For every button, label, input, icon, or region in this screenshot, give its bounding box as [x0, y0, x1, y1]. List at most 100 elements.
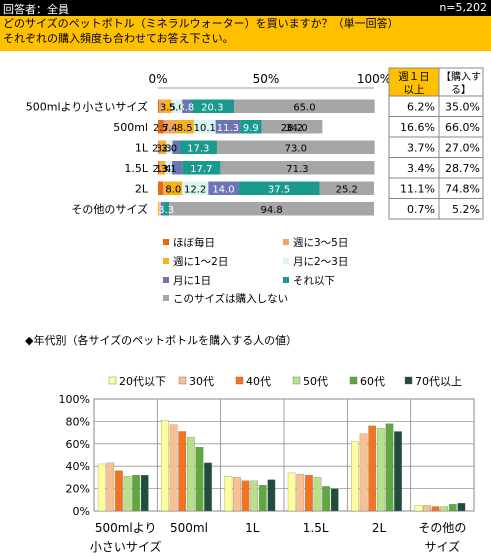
- column-bar: [195, 447, 204, 512]
- column-bar: [97, 463, 106, 512]
- bar-segment: [169, 202, 374, 216]
- bar-segment: [208, 181, 239, 195]
- bar-segment: [161, 161, 166, 175]
- column-bar: [394, 431, 402, 512]
- table-header-label: る】: [451, 84, 471, 96]
- data-label: 9.9: [243, 123, 259, 134]
- legend-swatch: [349, 376, 358, 385]
- legend-label: 月に2～3日: [293, 256, 348, 268]
- bar-segment: [159, 99, 165, 113]
- column-bar: [258, 485, 267, 512]
- category-label: サイズ: [425, 539, 461, 554]
- table-header-label: 週１日: [398, 71, 430, 83]
- category-label: 2L: [372, 521, 387, 535]
- sample-size: n=5,202: [439, 1, 487, 14]
- category-label: 500mlより小さいサイズ: [26, 99, 148, 113]
- y-tick-label: 40%: [66, 460, 90, 473]
- legend-swatch: [283, 239, 289, 245]
- legend-swatch: [235, 376, 244, 385]
- table-value: 3.4%: [407, 162, 435, 175]
- bar-segment: [179, 140, 217, 154]
- data-label: 3.3: [156, 143, 172, 154]
- legend-swatch: [163, 295, 169, 301]
- category-label: 500mlより: [95, 521, 157, 535]
- legend-swatch: [163, 277, 169, 283]
- category-label: 500ml: [113, 121, 148, 134]
- legend-swatch: [163, 258, 169, 264]
- bar-segment: [159, 161, 162, 175]
- bar-segment: [238, 181, 320, 195]
- question-box: どのサイズのペットボトル（ミネラルウォーター）を買いますか？（単一回答） それぞ…: [0, 16, 491, 51]
- legend-label: それ以下: [293, 275, 335, 287]
- category-label: 1.5L: [124, 162, 148, 175]
- bar-segment: [164, 181, 182, 195]
- data-label: 73.0: [285, 143, 307, 154]
- bar-segment: [172, 140, 180, 154]
- bar-segment: [158, 161, 160, 175]
- category-label: 1L: [245, 521, 260, 535]
- column-bar: [233, 477, 241, 512]
- bar-segment: [159, 202, 161, 216]
- bar-segment: [161, 140, 166, 154]
- data-label: 34.0: [285, 123, 307, 134]
- legend-label: 20代以下: [119, 375, 166, 388]
- y-tick-label: 80%: [66, 415, 90, 428]
- bar-segment: [158, 181, 163, 195]
- bar-segment: [163, 202, 170, 216]
- bar-segment: [175, 120, 194, 134]
- legend-label: 週に3～5日: [293, 237, 348, 249]
- column-bar: [140, 475, 149, 512]
- question-line-2: それぞれの購入頻度も合わせてお答え下さい。: [3, 32, 234, 45]
- data-label: 17.3: [187, 143, 209, 154]
- legend-label: 50代: [303, 375, 328, 388]
- bar-segment: [172, 161, 183, 175]
- bar-segment: [182, 99, 191, 113]
- column-bar: [359, 433, 368, 512]
- column-bar: [351, 441, 359, 512]
- column-bar: [414, 505, 423, 512]
- table-header-label: 【購入す: [441, 70, 481, 83]
- bar-segment: [261, 120, 323, 134]
- category-label: 1.5L: [303, 521, 329, 535]
- bar-segment: [158, 202, 160, 216]
- data-label: 94.8: [260, 205, 282, 216]
- column-bar: [178, 431, 187, 512]
- bar-segment: [181, 181, 209, 195]
- table-value: 16.6%: [400, 121, 435, 134]
- bar-segment: [234, 99, 375, 113]
- column-bar: [330, 488, 339, 512]
- column-bar: [250, 480, 259, 512]
- legend-swatch: [292, 376, 301, 385]
- table-value: 11.1%: [400, 182, 435, 195]
- table-value: 0.7%: [407, 203, 435, 216]
- column-bar: [305, 475, 313, 512]
- table-value: 27.0%: [445, 141, 480, 154]
- data-label: 2.2: [152, 143, 168, 154]
- table-cell: [438, 198, 484, 220]
- column-bar: [431, 506, 440, 512]
- data-label: 65.0: [293, 102, 315, 113]
- column-bar: [448, 504, 457, 512]
- bar-segment: [160, 202, 164, 216]
- table-value: 74.8%: [445, 182, 480, 195]
- bar-segment: [158, 120, 164, 134]
- table-value: 5.2%: [452, 203, 480, 216]
- data-label: 8.0: [165, 184, 181, 195]
- y-tick-label: 20%: [66, 483, 90, 496]
- x-tick-label: 50%: [253, 72, 280, 86]
- bar-segment: [193, 120, 216, 134]
- legend-swatch: [108, 376, 117, 385]
- column-bar: [224, 476, 233, 512]
- data-label: 12.2: [184, 184, 206, 195]
- column-bar: [376, 427, 385, 512]
- data-label: 5.0: [169, 102, 185, 113]
- category-label: その他のサイズ: [71, 202, 148, 216]
- column-bar: [296, 473, 305, 512]
- data-label: 20.3: [201, 102, 223, 113]
- data-label: 25.2: [336, 184, 358, 195]
- x-tick-label: 100%: [357, 72, 391, 86]
- column-bar: [287, 472, 296, 512]
- category-label: 500ml: [170, 521, 208, 535]
- column-bar: [322, 486, 330, 512]
- bar-segment: [216, 140, 375, 154]
